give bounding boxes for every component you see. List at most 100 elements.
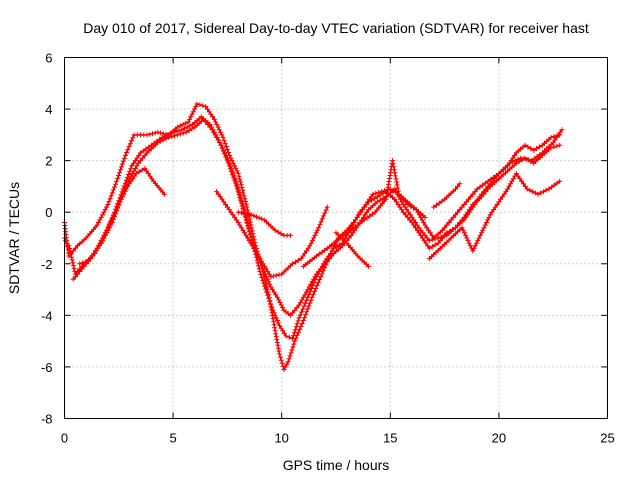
data-point (479, 194, 484, 200)
data-point (298, 300, 303, 305)
data-point (218, 129, 224, 135)
data-point (298, 256, 304, 262)
data-point (193, 104, 199, 109)
data-point (408, 203, 414, 209)
data-point (510, 155, 516, 161)
data-point (301, 303, 307, 309)
data-point (464, 235, 470, 241)
data-point (377, 192, 383, 198)
data-point (256, 215, 262, 221)
data-point (435, 240, 441, 246)
data-point (287, 232, 293, 238)
data-point (268, 301, 274, 307)
x-tick-label: 15 (383, 431, 397, 446)
data-point (273, 315, 279, 321)
data-point (315, 280, 321, 286)
data-point (278, 302, 284, 308)
data-point (546, 186, 552, 192)
data-point (169, 134, 175, 140)
data-point (126, 144, 132, 150)
data-point (130, 135, 136, 141)
data-point (226, 207, 232, 213)
data-point (455, 222, 461, 228)
data-point (183, 120, 189, 126)
data-point (557, 142, 563, 148)
data-point (91, 251, 97, 256)
data-point (219, 145, 225, 151)
data-point (416, 225, 422, 231)
data-point (92, 248, 98, 254)
x-tick-label: 25 (600, 431, 614, 446)
data-point (105, 202, 111, 207)
data-point (100, 235, 105, 241)
data-point (550, 140, 556, 146)
data-point (290, 344, 296, 350)
data-point (536, 144, 542, 150)
data-point (251, 245, 257, 251)
data-point (197, 102, 203, 108)
data-point (104, 227, 110, 233)
x-tick-labels: 0 5 10 15 20 25 (61, 431, 615, 446)
data-point (302, 300, 308, 306)
data-point (474, 186, 480, 192)
data-point (395, 188, 401, 194)
data-point (506, 183, 512, 189)
data-point (252, 248, 258, 254)
data-point (317, 222, 323, 228)
data-point (476, 235, 482, 241)
data-point (230, 174, 236, 180)
data-point (257, 256, 263, 262)
data-point (485, 178, 491, 184)
data-point (222, 151, 228, 157)
data-point (263, 266, 269, 272)
data-point (391, 167, 397, 173)
data-point (192, 106, 197, 112)
x-tick-label: 10 (274, 431, 288, 446)
data-point (393, 176, 399, 182)
data-point (83, 259, 88, 265)
data-point (310, 291, 316, 297)
data-point (429, 232, 435, 238)
data-point (442, 225, 448, 231)
data-point (69, 254, 74, 260)
data-point (373, 190, 379, 196)
data-point (543, 187, 549, 193)
data-point (434, 202, 439, 208)
data-point (314, 253, 319, 259)
data-point (297, 326, 303, 332)
data-point (291, 341, 297, 347)
data-point (316, 269, 322, 274)
data-point (278, 231, 284, 237)
data-point (163, 136, 169, 142)
data-point (398, 194, 404, 200)
data-point (470, 248, 476, 254)
data-point (180, 122, 186, 127)
data-point (303, 312, 309, 318)
data-point (505, 163, 511, 169)
data-point (446, 220, 452, 225)
data-point (221, 199, 227, 205)
data-point (477, 184, 483, 190)
data-point (296, 315, 302, 321)
data-point (461, 214, 467, 220)
data-point (294, 305, 300, 311)
data-point (201, 116, 206, 122)
data-point (119, 161, 125, 167)
data-point (463, 199, 469, 205)
data-point (515, 173, 521, 179)
data-point (302, 292, 308, 298)
data-point (216, 140, 222, 146)
data-point (147, 131, 153, 137)
data-point (392, 173, 398, 179)
data-point (240, 190, 246, 196)
y-tick-label: -4 (41, 308, 53, 323)
data-point (133, 171, 139, 176)
data-point (98, 214, 104, 220)
data-point (219, 196, 225, 202)
data-point (189, 126, 195, 132)
data-point (216, 127, 222, 133)
data-point (314, 227, 320, 233)
data-point (190, 109, 196, 115)
data-point (286, 356, 292, 362)
data-point (276, 297, 282, 303)
